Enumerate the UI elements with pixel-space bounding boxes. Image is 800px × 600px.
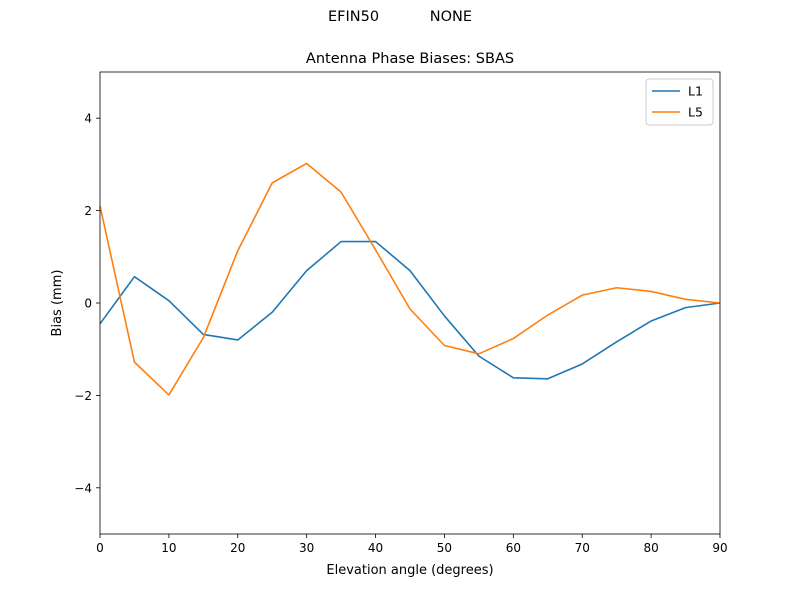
- legend-label-l1: L1: [688, 84, 703, 99]
- legend-box: [645, 78, 714, 126]
- legend-label-l5: L5: [688, 105, 703, 120]
- x-axis-ticks: 0 10 20 30 40 50 60 70 80 90: [96, 534, 728, 555]
- axes-frame: [99, 71, 721, 535]
- y-tick-label: 2: [84, 204, 92, 218]
- x-tick-label: 20: [230, 541, 245, 555]
- x-tick-label: 10: [161, 541, 176, 555]
- x-tick-label: 70: [575, 541, 590, 555]
- series-line-l5: [99, 162, 721, 396]
- x-tick-label: 60: [506, 541, 521, 555]
- series-line-l1: [99, 240, 721, 380]
- y-tick-label: 4: [84, 112, 92, 126]
- y-tick-label: 0: [84, 297, 92, 311]
- chart-title: Antenna Phase Biases: SBAS: [306, 51, 514, 67]
- y-axis-label: Bias (mm): [50, 270, 65, 337]
- x-tick-label: 0: [96, 541, 104, 555]
- plot-lines: [99, 162, 721, 396]
- x-tick-label: 90: [712, 541, 727, 555]
- y-tick-label: −4: [74, 481, 92, 495]
- figure-suptitle: EFIN50 NONE: [327, 9, 473, 25]
- x-tick-label: 30: [299, 541, 314, 555]
- x-axis-label: Elevation angle (degrees): [326, 563, 493, 578]
- y-axis-ticks: −4 −2 0 2 4: [74, 112, 100, 495]
- x-tick-label: 80: [643, 541, 658, 555]
- x-tick-label: 40: [368, 541, 383, 555]
- y-tick-label: −2: [74, 389, 92, 403]
- x-tick-label: 50: [437, 541, 452, 555]
